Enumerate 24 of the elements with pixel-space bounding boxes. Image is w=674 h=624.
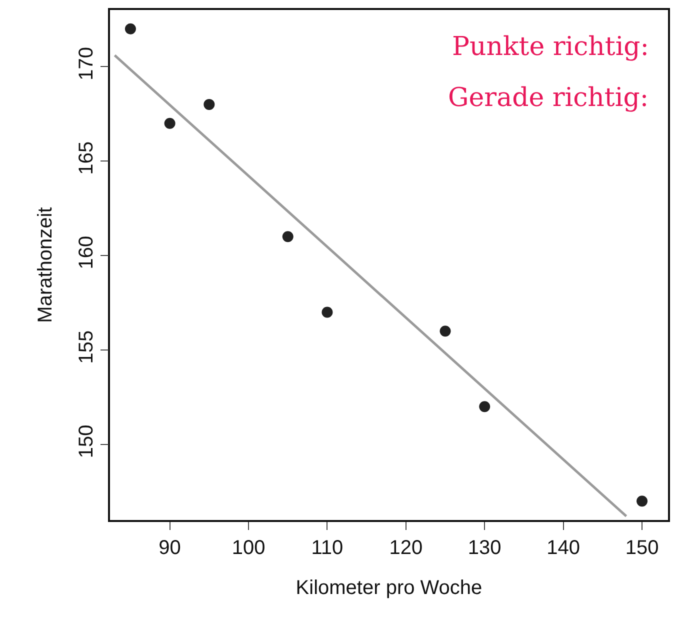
point xyxy=(636,496,648,507)
y-tick-label: 165 xyxy=(75,141,98,175)
x-tick-label: 130 xyxy=(468,536,502,559)
x-tick-label: 90 xyxy=(158,536,181,559)
x-tick-label: 100 xyxy=(232,536,266,559)
x-tick-label: 110 xyxy=(311,536,344,559)
x-tick-label: 150 xyxy=(625,536,659,559)
point xyxy=(164,118,176,129)
x-tick-label: 120 xyxy=(389,536,423,559)
annotation: Gerade richtig: xyxy=(448,83,649,113)
annotation: Punkte richtig: xyxy=(452,32,650,62)
y-tick-label: 150 xyxy=(75,424,98,458)
y-tick-label: 155 xyxy=(75,330,98,364)
point xyxy=(479,401,490,412)
point xyxy=(440,326,451,337)
x-tick-label: 140 xyxy=(546,536,580,559)
point xyxy=(322,306,333,318)
point xyxy=(204,98,215,110)
y-tick-label: 170 xyxy=(75,46,98,80)
x-axis-title: Kilometer pro Woche xyxy=(296,576,482,599)
point xyxy=(282,231,294,242)
point xyxy=(124,23,136,34)
y-axis-title: Marathonzeit xyxy=(34,206,56,323)
y-tick-label: 160 xyxy=(75,236,98,270)
